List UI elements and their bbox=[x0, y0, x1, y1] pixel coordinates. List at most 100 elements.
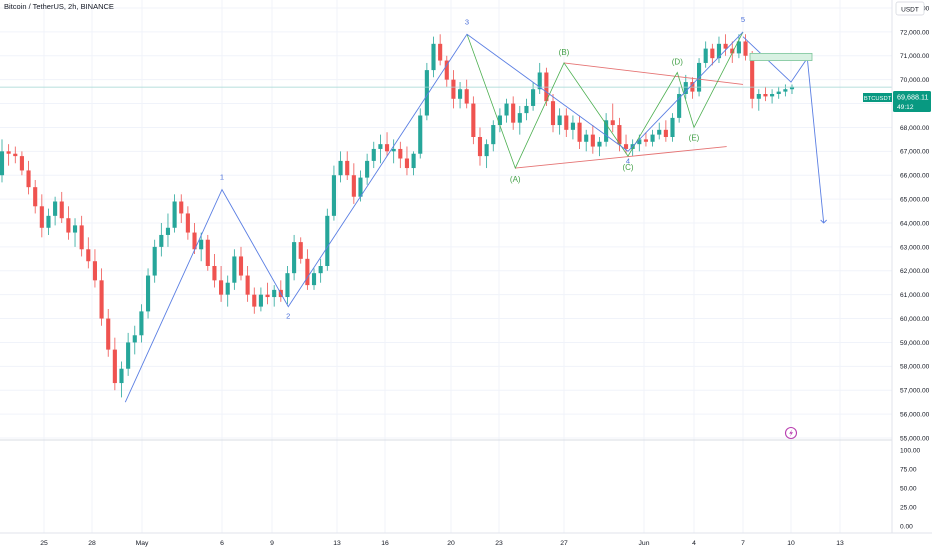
candle-body bbox=[159, 234, 164, 247]
candle bbox=[371, 141, 376, 169]
candle-body bbox=[670, 117, 675, 137]
candle-body bbox=[770, 94, 775, 97]
candle bbox=[610, 103, 615, 133]
candle bbox=[325, 208, 330, 271]
price-tick-label: 65,000.00 bbox=[900, 197, 930, 204]
candle-body bbox=[225, 282, 230, 295]
candle bbox=[106, 309, 111, 357]
price-badge-bg bbox=[893, 91, 931, 112]
candle-body bbox=[723, 43, 728, 49]
candle bbox=[444, 55, 449, 87]
candle-body bbox=[663, 129, 668, 137]
candle bbox=[564, 108, 569, 137]
candle-body bbox=[610, 120, 615, 126]
candle bbox=[165, 213, 171, 247]
candle-body bbox=[13, 153, 18, 157]
candle-body bbox=[119, 368, 124, 384]
currency-button[interactable]: USDT bbox=[895, 1, 925, 16]
candle bbox=[92, 249, 97, 288]
candle bbox=[590, 125, 595, 154]
candle-body bbox=[192, 232, 197, 250]
candle-body bbox=[570, 122, 575, 130]
candle bbox=[26, 160, 31, 195]
candle-body bbox=[351, 175, 356, 197]
candle bbox=[232, 249, 237, 290]
candle bbox=[504, 98, 509, 123]
candle bbox=[577, 115, 582, 149]
candle bbox=[66, 206, 71, 240]
candle-body bbox=[617, 125, 622, 145]
candle-body bbox=[424, 70, 429, 116]
candle bbox=[431, 36, 436, 78]
candle bbox=[272, 285, 277, 307]
candle-body bbox=[477, 137, 483, 157]
candle bbox=[617, 117, 622, 152]
candle-body bbox=[484, 144, 489, 157]
correction-label: (A) bbox=[510, 175, 521, 184]
wave-label-3: 3 bbox=[465, 17, 469, 26]
candle-body bbox=[86, 249, 91, 262]
candle-body bbox=[39, 206, 44, 228]
indicator-scale[interactable]: 100.00 75.00 50.00 25.00 0.00 bbox=[900, 447, 921, 530]
candle-body bbox=[79, 225, 84, 250]
candle-body bbox=[305, 258, 310, 286]
candle-body bbox=[590, 134, 595, 147]
wave-label-2: 2 bbox=[286, 312, 290, 321]
candle bbox=[517, 105, 522, 135]
triangle-lines bbox=[515, 62, 744, 169]
price-scale[interactable]: 73,000.0072,000.0071,000.0070,000.0069,0… bbox=[900, 5, 930, 442]
candle bbox=[756, 89, 761, 111]
candle bbox=[404, 146, 410, 176]
time-scale[interactable]: 25 28 May 6 9 13 16 20 23 27 Jun 4 7 10 13 bbox=[40, 540, 844, 547]
time-tick-label: 25 bbox=[40, 540, 48, 547]
grid bbox=[0, 0, 892, 533]
candle bbox=[458, 82, 463, 109]
candle-body bbox=[783, 89, 788, 92]
candle bbox=[245, 266, 250, 302]
candle-body bbox=[292, 242, 297, 274]
candle-body bbox=[584, 134, 589, 142]
price-tick-label: 64,000.00 bbox=[900, 220, 930, 227]
candle bbox=[205, 234, 210, 271]
candle-body bbox=[6, 151, 11, 154]
candle bbox=[185, 206, 190, 240]
price-tick-label: 57,000.00 bbox=[900, 388, 930, 395]
candle-body bbox=[604, 120, 609, 142]
candle bbox=[338, 151, 343, 183]
candle-body bbox=[458, 89, 463, 99]
candle-body bbox=[524, 105, 529, 114]
candle-body bbox=[345, 160, 350, 176]
candle bbox=[112, 337, 117, 391]
candle bbox=[789, 84, 795, 94]
candle bbox=[770, 89, 775, 104]
candle-body bbox=[517, 113, 522, 123]
candle-body bbox=[232, 256, 237, 283]
indicator-tick-label: 0.00 bbox=[900, 523, 913, 530]
candle bbox=[650, 129, 655, 147]
price-tick-label: 60,000.00 bbox=[900, 316, 930, 323]
target-zone-box[interactable] bbox=[749, 52, 813, 61]
candle-body bbox=[26, 170, 31, 188]
price-tick-label: 61,000.00 bbox=[900, 292, 930, 299]
time-tick-label: 4 bbox=[692, 540, 696, 547]
candle bbox=[159, 223, 164, 257]
candle-body bbox=[205, 239, 210, 266]
wave-label-1: 1 bbox=[220, 173, 224, 182]
candle-body bbox=[272, 289, 277, 298]
lightning-button[interactable] bbox=[784, 426, 798, 440]
time-tick-label: 28 bbox=[88, 540, 96, 547]
candle bbox=[477, 127, 483, 166]
candle-body bbox=[730, 48, 735, 54]
candle bbox=[351, 163, 356, 204]
candle bbox=[570, 115, 575, 140]
candle-body bbox=[99, 280, 104, 319]
candle bbox=[557, 108, 562, 135]
candle-body bbox=[46, 215, 51, 228]
candle-body bbox=[643, 139, 649, 142]
candle-body bbox=[258, 294, 263, 307]
candle-body bbox=[378, 144, 383, 149]
candle bbox=[311, 268, 317, 290]
wave-label-5: 5 bbox=[741, 15, 745, 24]
candle-body bbox=[238, 256, 244, 276]
